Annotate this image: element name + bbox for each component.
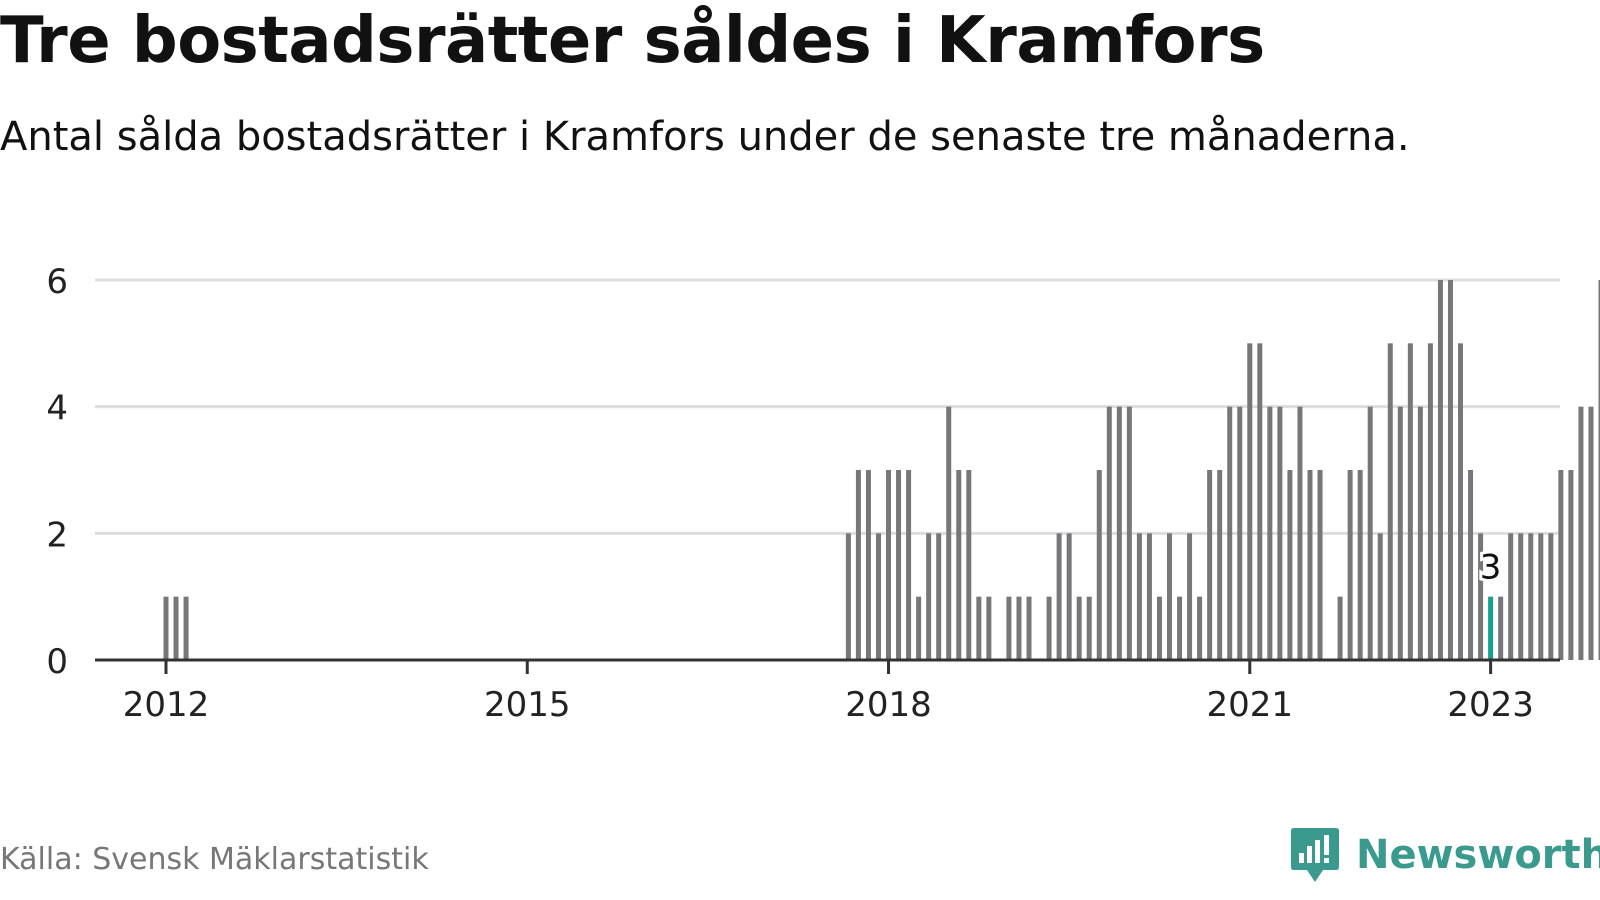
bar [865,470,871,660]
bar [173,596,179,660]
bar [1267,406,1273,660]
newsworthy-logo-icon [1291,828,1339,882]
bar [1508,533,1514,660]
bar [1548,533,1554,660]
bar [1066,533,1072,660]
bar [1146,533,1152,660]
bar [1387,343,1393,660]
bar [1337,596,1343,660]
bar [986,596,992,660]
bar [1197,596,1203,660]
bar [1136,533,1142,660]
bar [1237,406,1243,660]
x-tick-label: 2023 [1447,685,1534,725]
bar [1167,533,1172,660]
bar [1277,406,1283,660]
highlight-value-label: 3 [1480,548,1502,588]
highlight-bar [1488,596,1494,660]
bar [1407,343,1413,660]
bar [1287,470,1293,660]
bar [1096,470,1102,660]
bar [906,470,912,660]
bar [966,470,972,660]
x-tick-label: 2021 [1207,685,1294,725]
y-tick-label: 6 [46,262,68,302]
bar [976,596,982,660]
bar [1558,470,1564,660]
bar-chart: 0 2 4 6 2012 2015 2018 2021 2023 3 [46,262,1600,725]
y-tick-label: 2 [46,515,68,555]
bar [1006,596,1012,660]
bar [1126,406,1132,660]
bar [1307,470,1313,660]
bar [1257,343,1263,660]
bar [1207,470,1213,660]
bar [946,406,952,660]
bar [1116,406,1122,660]
x-tick-label: 2012 [123,685,210,725]
bar [1427,343,1433,660]
bar [1468,470,1474,660]
bar [1458,343,1464,660]
bar [1217,470,1223,660]
bar [896,470,902,660]
bar [1417,406,1423,660]
bar [1367,406,1373,660]
x-tick-label: 2018 [845,685,932,725]
chart-subtitle: Antal sålda bostadsrätter i Kramfors und… [0,114,1410,160]
bar [1026,596,1032,660]
chart-title: Tre bostadsrätter såldes i Kramfors [0,4,1265,78]
source-note: Källa: Svensk Mäklarstatistik [0,842,429,877]
y-tick-label: 4 [46,389,68,429]
bar [1377,533,1383,660]
brand-name: Newsworthy [1356,832,1600,878]
bar [1397,406,1403,660]
bar [1568,470,1574,660]
bar [926,533,932,660]
bar [183,596,189,660]
bar [1518,533,1524,660]
bar [936,533,942,660]
bar [1447,280,1453,660]
bar [1046,596,1052,660]
bar [956,470,962,660]
bar [875,533,881,660]
bar [1528,533,1534,660]
bar [1598,280,1600,660]
bar [1297,406,1303,660]
brand-logo: Newsworthy [1290,826,1600,884]
bar [1227,406,1233,660]
bar [1498,596,1504,660]
bar [1177,596,1183,660]
bar [1588,406,1594,660]
bar [1106,406,1112,660]
x-tick-label: 2015 [484,685,571,725]
bar [1086,596,1092,660]
bar [1247,343,1253,660]
bar [1317,470,1323,660]
bar [916,596,922,660]
bar [1478,533,1484,660]
bar [163,596,169,660]
y-tick-label: 0 [46,642,68,682]
bar [1076,596,1082,660]
bar [886,470,892,660]
bar [1437,280,1443,660]
bar [1016,596,1022,660]
bar [1156,596,1162,660]
bar [1538,533,1544,660]
bar [1187,533,1193,660]
bar [1347,470,1353,660]
bar [1578,406,1584,660]
bar [855,470,861,660]
bar [1357,470,1363,660]
bar [845,533,851,660]
bar [1056,533,1062,660]
